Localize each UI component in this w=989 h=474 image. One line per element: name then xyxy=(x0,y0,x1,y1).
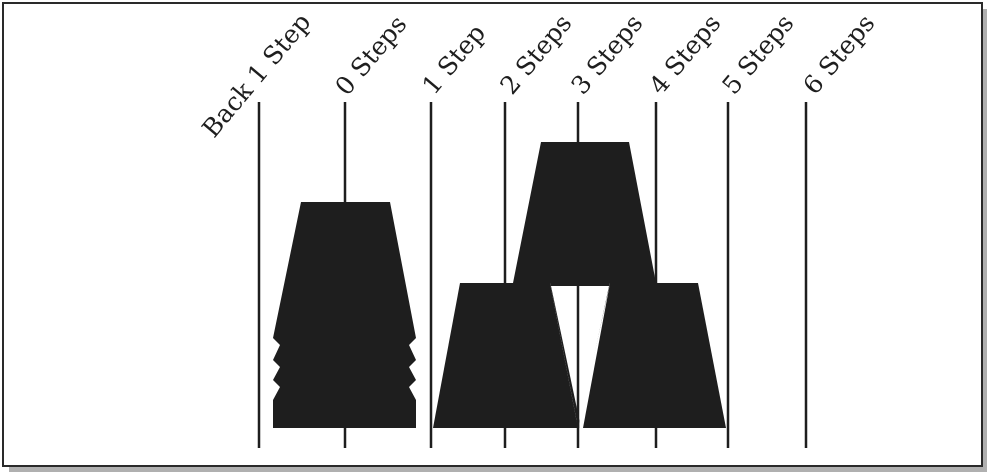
bottom-trapezoid-four-steps xyxy=(583,283,726,428)
stacked-trapezoid-zero-steps xyxy=(273,202,416,428)
trapezoid-shapes xyxy=(273,142,726,428)
top-trapezoid-three-steps xyxy=(513,142,656,428)
bottom-trapezoid-two-steps xyxy=(433,283,578,428)
center-notch xyxy=(551,286,609,423)
